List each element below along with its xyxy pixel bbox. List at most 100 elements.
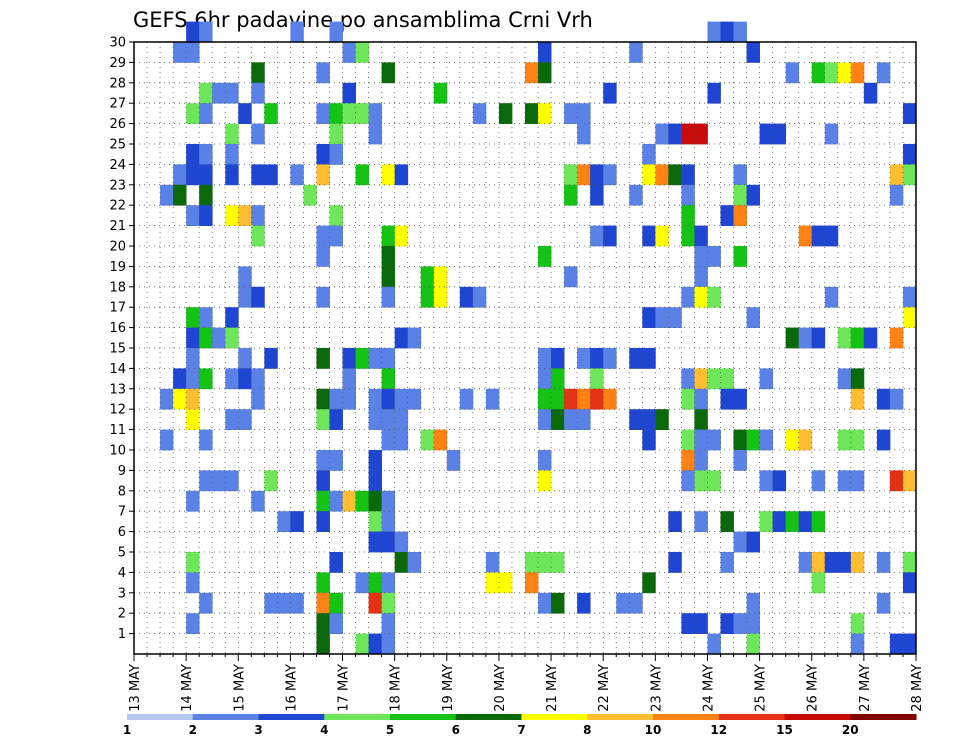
x-tick-label: 15 MAY bbox=[232, 664, 247, 712]
heatmap-cell bbox=[759, 429, 774, 451]
heatmap-cell bbox=[368, 348, 383, 369]
heatmap-cell bbox=[798, 429, 813, 451]
heatmap-cell bbox=[264, 470, 278, 492]
heatmap-cell bbox=[316, 62, 330, 84]
heatmap-cell bbox=[316, 470, 330, 492]
heatmap-cell bbox=[642, 164, 656, 186]
heatmap-cell bbox=[577, 409, 591, 430]
x-tick-label: 17 MAY bbox=[337, 664, 352, 712]
heatmap-cell bbox=[694, 450, 708, 471]
heatmap-cell bbox=[707, 286, 721, 308]
heatmap-cell bbox=[707, 470, 721, 492]
heatmap-cell bbox=[551, 409, 565, 430]
heatmap-cell bbox=[603, 348, 617, 369]
heatmap-cell bbox=[889, 470, 904, 492]
heatmap-cell bbox=[342, 388, 356, 410]
heatmap-cell bbox=[824, 123, 839, 145]
legend-label: 12 bbox=[710, 723, 727, 737]
heatmap-cell bbox=[551, 592, 565, 614]
heatmap-cell bbox=[173, 368, 187, 390]
heatmap-cell bbox=[381, 592, 396, 614]
heatmap-cell bbox=[355, 348, 369, 369]
heatmap-cell bbox=[394, 327, 409, 349]
heatmap-cell bbox=[186, 42, 200, 63]
heatmap-cell bbox=[564, 164, 578, 186]
heatmap-cell bbox=[538, 103, 552, 124]
heatmap-cell bbox=[837, 429, 852, 451]
y-tick-label: 22 bbox=[109, 199, 126, 214]
heatmap-cell bbox=[733, 388, 747, 410]
heatmap-cell bbox=[720, 21, 734, 43]
heatmap-cell bbox=[811, 327, 826, 349]
heatmap-cell bbox=[902, 164, 917, 186]
heatmap-cell bbox=[238, 286, 252, 308]
heatmap-cell bbox=[785, 327, 800, 349]
heatmap-cell bbox=[199, 164, 213, 186]
heatmap-cell bbox=[759, 368, 774, 390]
heatmap-cell bbox=[577, 103, 591, 124]
x-tick-label: 24 MAY bbox=[701, 664, 716, 712]
heatmap-cell bbox=[629, 348, 643, 369]
heatmap-cell bbox=[538, 62, 552, 84]
heatmap-cell bbox=[277, 511, 291, 532]
heatmap-cell bbox=[381, 286, 396, 308]
heatmap-cell bbox=[394, 552, 409, 573]
heatmap-cell bbox=[551, 552, 565, 573]
legend-label: 7 bbox=[517, 723, 525, 737]
heatmap-cell bbox=[355, 572, 369, 594]
heatmap-cell bbox=[238, 348, 252, 369]
heatmap-cell bbox=[824, 62, 839, 84]
heatmap-cell bbox=[381, 225, 396, 247]
heatmap-cell bbox=[173, 164, 187, 186]
heatmap-cell bbox=[368, 490, 383, 512]
heatmap-cell bbox=[746, 307, 760, 328]
heatmap-cell bbox=[381, 348, 396, 369]
heatmap-cell bbox=[264, 164, 278, 186]
heatmap-cell bbox=[551, 368, 565, 390]
heatmap-cell bbox=[811, 225, 826, 247]
y-tick-label: 29 bbox=[109, 56, 126, 71]
heatmap-cell bbox=[668, 307, 682, 328]
heatmap-cell bbox=[655, 123, 669, 145]
heatmap-cell bbox=[394, 164, 409, 186]
y-tick-label: 7 bbox=[118, 505, 126, 520]
heatmap-cell bbox=[746, 184, 760, 206]
heatmap-cell bbox=[642, 572, 656, 594]
heatmap-cell bbox=[694, 429, 708, 451]
y-tick-label: 26 bbox=[109, 117, 126, 132]
legend-label: 8 bbox=[583, 723, 591, 737]
heatmap-cell bbox=[472, 286, 487, 308]
legend-label: 6 bbox=[452, 723, 460, 737]
heatmap-cell bbox=[316, 164, 330, 186]
legend-swatch bbox=[390, 714, 457, 720]
y-tick-label: 3 bbox=[118, 586, 126, 601]
y-tick-label: 17 bbox=[109, 301, 126, 316]
heatmap-cell bbox=[186, 144, 200, 165]
heatmap-cell bbox=[186, 327, 200, 349]
heatmap-cell bbox=[381, 572, 396, 594]
heatmap-cell bbox=[824, 225, 839, 247]
heatmap-cell bbox=[199, 144, 213, 165]
heatmap-cell bbox=[225, 144, 239, 165]
heatmap-cell bbox=[199, 205, 213, 226]
heatmap-cell bbox=[681, 286, 695, 308]
heatmap-cell bbox=[368, 409, 383, 430]
heatmap-cell bbox=[811, 511, 826, 532]
heatmap-cell bbox=[590, 348, 604, 369]
heatmap-cell bbox=[681, 613, 695, 634]
heatmap-cell bbox=[264, 103, 278, 124]
heatmap-cell bbox=[642, 225, 656, 247]
heatmap-cell bbox=[850, 470, 865, 492]
heatmap-cell bbox=[720, 552, 734, 573]
heatmap-cell bbox=[551, 388, 565, 410]
heatmap-cell bbox=[681, 184, 695, 206]
heatmap-cell bbox=[316, 388, 330, 410]
heatmap-cell bbox=[811, 552, 826, 573]
heatmap-cell bbox=[368, 592, 383, 614]
heatmap-cell bbox=[381, 409, 396, 430]
heatmap-cell bbox=[720, 205, 734, 226]
heatmap-cell bbox=[902, 470, 917, 492]
heatmap-cell bbox=[707, 21, 721, 43]
heatmap-cell bbox=[212, 327, 226, 349]
legend-swatch bbox=[587, 714, 654, 720]
